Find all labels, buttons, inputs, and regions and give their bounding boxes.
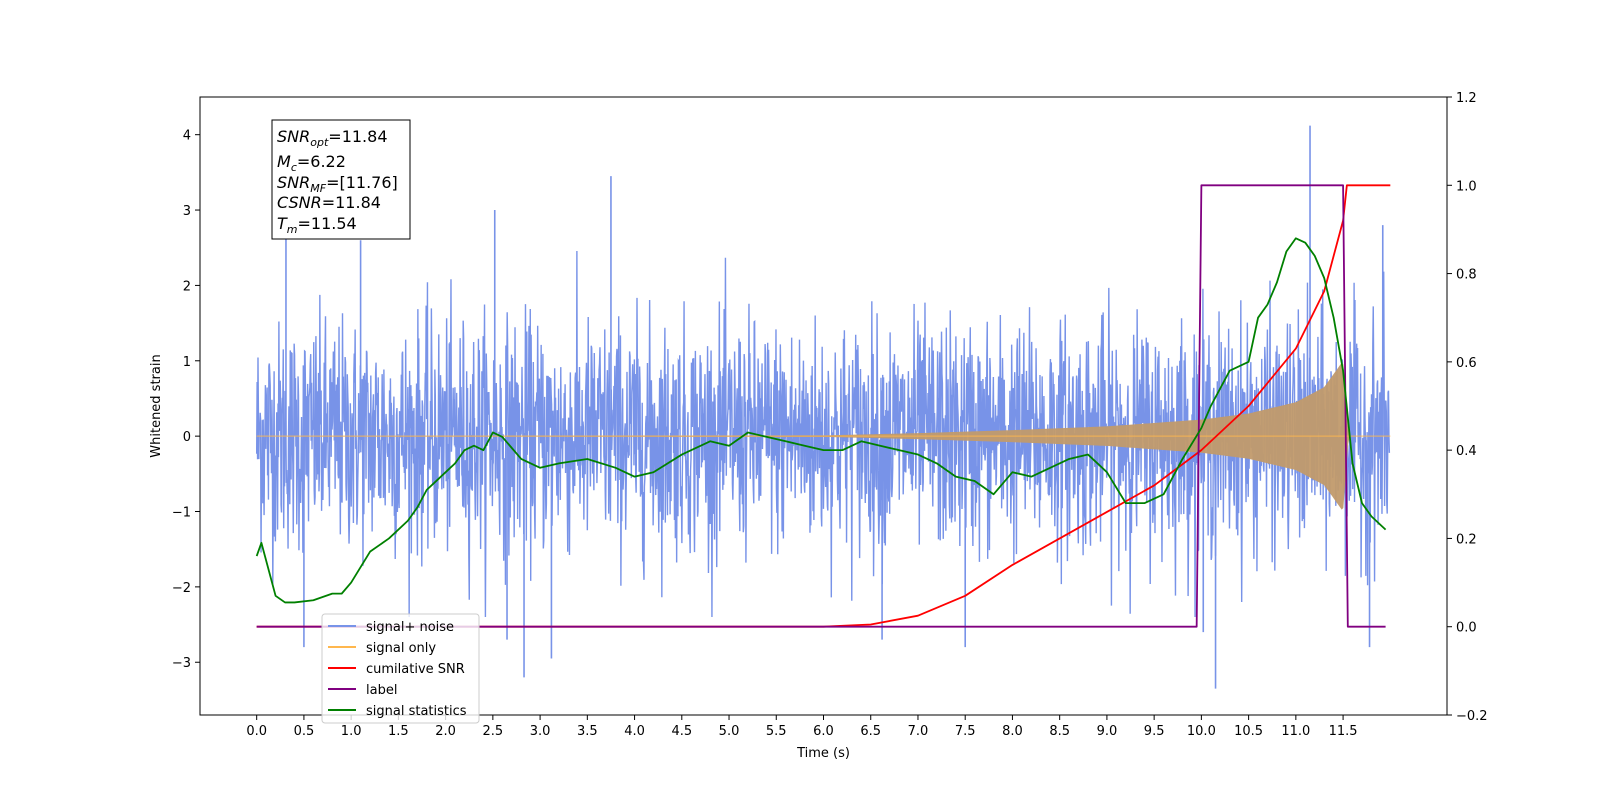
x-tick-label: 0.5	[294, 724, 315, 739]
legend-label: signal only	[366, 641, 436, 656]
x-tick-label: 8.5	[1049, 724, 1070, 739]
annotation-sub: MF	[310, 182, 326, 195]
y2-tick-label: 0.4	[1456, 444, 1477, 459]
series-signal-noise	[255, 251, 1391, 618]
y2-tick-label: 0.6	[1456, 356, 1477, 371]
legend-label: signal+ noise	[366, 620, 454, 635]
y-tick-label: 3	[183, 204, 191, 219]
x-tick-label: 1.5	[388, 724, 409, 739]
x-tick-label: 9.5	[1144, 724, 1165, 739]
x-tick-label: 11.0	[1281, 724, 1310, 739]
y-tick-label: −2	[172, 581, 191, 596]
x-tick-label: 7.0	[908, 724, 929, 739]
annotation-line: SNRopt=11.84	[277, 127, 388, 149]
legend-frame	[321, 613, 480, 724]
annotation-line: SNRMF=[11.76]	[277, 173, 398, 195]
x-tick-label: 9.0	[1097, 724, 1118, 739]
annotation-value: =11.84	[328, 127, 387, 146]
y2-tick-label: 1.0	[1456, 179, 1477, 194]
x-tick-label: 4.5	[671, 724, 692, 739]
x-tick-label: 1.0	[341, 724, 362, 739]
annotation-box: SNRopt=11.84Mc=6.22SNRMF=[11.76]CSNR=11.…	[271, 119, 411, 240]
x-tick-label: 5.5	[766, 724, 787, 739]
y-tick-label: −3	[172, 656, 191, 671]
y2-tick-label: 0.8	[1456, 268, 1477, 283]
annotation-var: T	[277, 214, 288, 233]
plot-area	[255, 125, 1391, 689]
annotation-var: CSNR	[277, 193, 322, 212]
x-tick-label: 7.5	[955, 724, 976, 739]
y-tick-label: 2	[183, 279, 191, 294]
x-tick-label: 0.0	[246, 724, 267, 739]
legend-label: label	[366, 683, 397, 698]
x-tick-label: 11.5	[1329, 724, 1358, 739]
annotation-var: SNR	[277, 127, 310, 146]
x-tick-label: 6.5	[860, 724, 881, 739]
y2-tick-label: −0.2	[1456, 709, 1488, 724]
legend: signal+ noise signal only cumilative SNR la…	[321, 613, 480, 724]
x-tick-label: 10.0	[1187, 724, 1216, 739]
series-cumilative-snr	[256, 184, 1391, 628]
x-tick-label: 3.0	[530, 724, 551, 739]
legend-label: cumilative SNR	[366, 662, 465, 677]
annotation-var: M	[277, 152, 291, 171]
annotation-sub: m	[287, 223, 298, 236]
annotation-line: Mc=6.22	[277, 152, 346, 174]
y-tick-label: 1	[183, 355, 191, 370]
y-axis-label: Whitened strain	[149, 354, 164, 457]
x-tick-label: 6.0	[813, 724, 834, 739]
axes: 0.0 0.5 1.0 1.5 2.0 2.5 3.0 3.5 4.0 4.5 5.0 5.5 6.0 6…	[172, 91, 1488, 739]
legend-label: signal statistics	[366, 704, 467, 719]
x-tick-label: 5.0	[719, 724, 740, 739]
annotation-value: =6.22	[297, 152, 346, 171]
series-label	[256, 184, 1386, 628]
y-tick-label: 4	[183, 129, 191, 144]
y2-tick-label: 1.2	[1456, 91, 1477, 106]
annotation-sub: c	[291, 161, 297, 174]
x-tick-label: 2.0	[435, 724, 456, 739]
y-tick-label: −1	[172, 506, 191, 521]
x-tick-label: 10.5	[1234, 724, 1263, 739]
y2-tick-label: 0.2	[1456, 532, 1477, 547]
y2-tick-label: 0.0	[1456, 621, 1477, 636]
series-signal-statistics	[255, 237, 1387, 604]
x-tick-label: 2.5	[483, 724, 504, 739]
annotation-line: Tm=11.54	[277, 214, 357, 236]
annotation-value: =11.54	[298, 214, 357, 233]
annotation-sub: opt	[310, 136, 329, 149]
x-tick-label: 4.0	[624, 724, 645, 739]
annotation-frame	[271, 119, 411, 240]
annotation-value: =[11.76]	[326, 173, 398, 192]
x-tick-label: 8.0	[1002, 724, 1023, 739]
annotation-var: SNR	[277, 173, 310, 192]
x-tick-label: 3.5	[577, 724, 598, 739]
x-axis-label: Time (s)	[796, 746, 850, 761]
y-tick-label: 0	[183, 430, 191, 445]
annotation-value: =11.84	[322, 193, 381, 212]
annotation-line: CSNR=11.84	[277, 193, 381, 212]
